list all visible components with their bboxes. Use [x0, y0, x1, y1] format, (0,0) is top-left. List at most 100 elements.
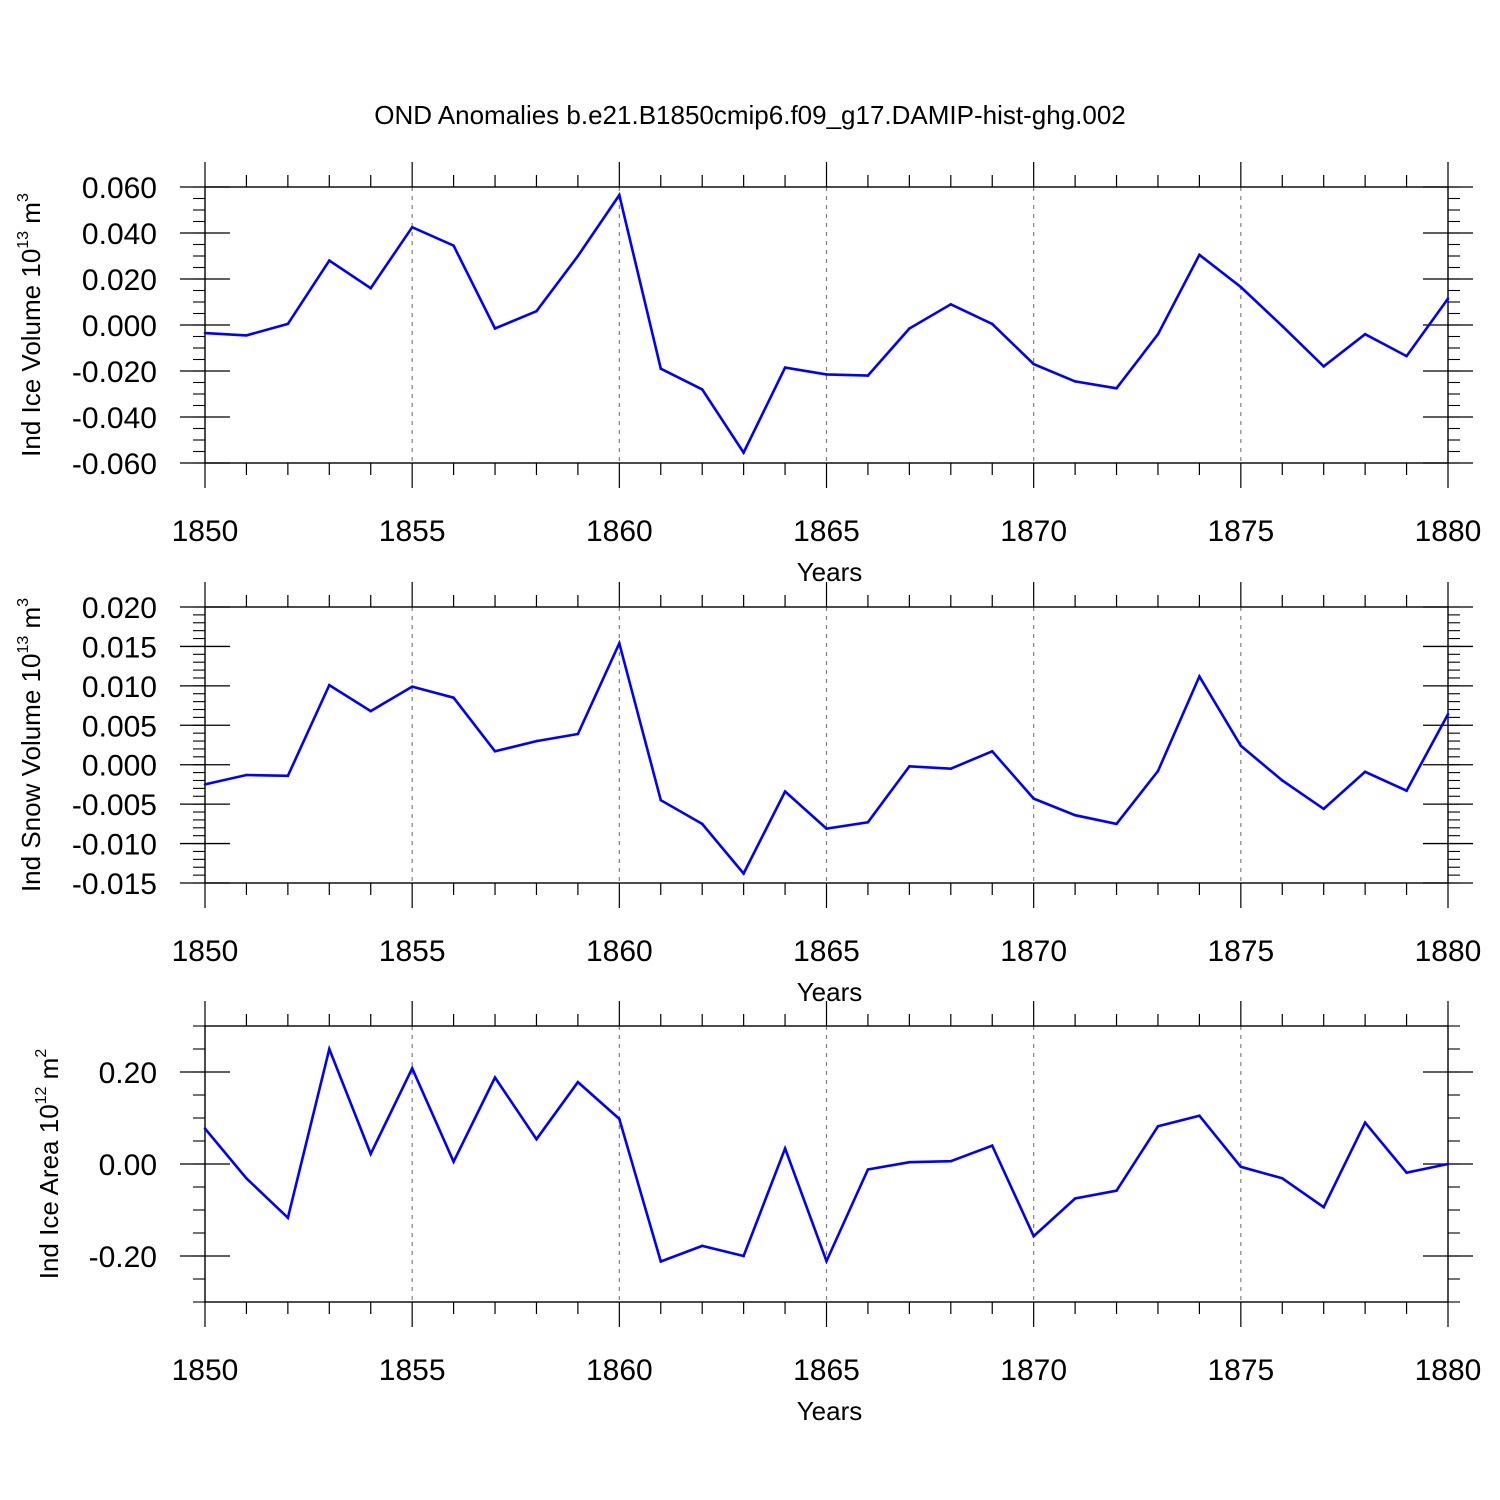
- x-tick-label: 1860: [586, 1354, 653, 1387]
- data-point: [659, 798, 663, 802]
- y-tick-label: -0.005: [72, 789, 157, 822]
- x-tick-label: 1860: [586, 935, 653, 968]
- data-point: [990, 750, 994, 753]
- x-tick-label: 1880: [1415, 935, 1482, 968]
- y-axis-title: Ind Ice Volume 1013 m3: [15, 193, 46, 457]
- data-point: [618, 1117, 621, 1121]
- data-point: [286, 774, 290, 778]
- data-point: [1405, 789, 1408, 793]
- x-tick-label: 1875: [1207, 1354, 1274, 1387]
- data-point: [742, 1254, 745, 1258]
- data-point: [700, 388, 704, 391]
- data-point: [452, 1160, 455, 1163]
- y-tick-label: 0.020: [82, 592, 157, 625]
- y-tick-label: 0.020: [82, 264, 157, 297]
- y-axis-title-prefix: Ind Ice Area 10: [34, 1104, 64, 1279]
- data-point: [783, 366, 787, 369]
- data-point: [576, 254, 580, 258]
- data-point: [1115, 1189, 1118, 1192]
- data-point: [1239, 1165, 1243, 1169]
- data-point: [245, 773, 248, 777]
- y-axis-title-unit: m: [16, 607, 46, 636]
- y-tick-label: -0.010: [72, 829, 157, 862]
- data-point: [1322, 365, 1325, 368]
- data-point: [493, 1076, 497, 1079]
- data-point: [783, 1147, 787, 1150]
- y-axis-title-exp: 13: [15, 231, 32, 249]
- x-tick-label: 1880: [1415, 515, 1482, 548]
- y-axis-title-prefix: Ind Ice Volume 10: [16, 249, 46, 457]
- data-point: [659, 1260, 663, 1263]
- data-point: [1363, 332, 1367, 336]
- data-point: [742, 872, 745, 875]
- data-point: [949, 767, 953, 770]
- x-axis-title: Years: [797, 557, 863, 587]
- y-axis-title-prefix: Ind Snow Volume 10: [16, 654, 46, 893]
- data-point: [659, 367, 663, 371]
- data-point: [618, 641, 621, 645]
- data-point: [908, 1160, 911, 1164]
- data-point: [1280, 1176, 1284, 1180]
- x-tick-label: 1860: [586, 515, 653, 548]
- x-tick-label: 1850: [172, 1354, 239, 1387]
- y-tick-label: -0.040: [72, 402, 157, 435]
- x-axis-title: Years: [797, 1396, 863, 1426]
- data-point: [535, 1137, 538, 1141]
- y-tick-label: -0.20: [89, 1241, 157, 1274]
- data-point: [452, 696, 455, 699]
- data-point: [1446, 297, 1450, 300]
- data-point: [1198, 675, 1201, 678]
- data-point: [328, 1047, 331, 1051]
- y-axis-title-unit: m: [34, 1058, 64, 1087]
- data-point: [1115, 822, 1118, 826]
- data-point: [1156, 1124, 1160, 1128]
- data-point: [535, 309, 538, 313]
- y-axis-title-exp: 13: [15, 636, 32, 654]
- data-point: [990, 322, 994, 326]
- data-point: [576, 1080, 580, 1084]
- data-point: [825, 1259, 828, 1263]
- data-point: [1405, 1171, 1408, 1175]
- y-tick-label: 0.010: [82, 671, 157, 704]
- y-tick-label: 0.015: [82, 631, 157, 664]
- data-point: [825, 373, 828, 376]
- data-point: [1198, 1114, 1201, 1117]
- data-point: [245, 334, 248, 337]
- data-point: [369, 709, 373, 713]
- y-axis-title-unit-exp: 3: [15, 193, 32, 202]
- data-point: [286, 1216, 290, 1220]
- x-tick-label: 1855: [379, 515, 446, 548]
- y-axis-title: Ind Snow Volume 1013 m3: [15, 598, 46, 892]
- data-point: [535, 739, 538, 743]
- y-tick-label: 0.060: [82, 172, 157, 205]
- data-point: [1239, 285, 1243, 289]
- data-point: [908, 327, 911, 330]
- y-tick-label: -0.020: [72, 356, 157, 389]
- data-point: [1280, 779, 1284, 782]
- data-point: [866, 820, 870, 824]
- data-point: [700, 1244, 704, 1248]
- data-point: [493, 750, 497, 753]
- data-point: [866, 1168, 870, 1171]
- panel-3: 0.20 0.00 -0.20 1850 1855 1860 1865 1870 1875 188…: [33, 1001, 1481, 1426]
- data-point: [866, 374, 870, 377]
- data-point: [1032, 797, 1035, 800]
- y-tick-label: 0.005: [82, 710, 157, 743]
- data-point: [328, 259, 331, 262]
- data-point: [1363, 770, 1367, 774]
- y-axis-title-unit-exp: 2: [33, 1049, 50, 1058]
- x-tick-label: 1865: [793, 515, 860, 548]
- data-point: [1322, 807, 1325, 811]
- data-point: [369, 1152, 373, 1156]
- x-tick-label: 1865: [793, 935, 860, 968]
- x-tick-label: 1865: [793, 1354, 860, 1387]
- x-axis-title: Years: [797, 977, 863, 1007]
- data-point: [245, 1176, 248, 1180]
- data-point: [618, 193, 621, 197]
- data-point: [949, 1159, 953, 1163]
- data-point: [1073, 1197, 1077, 1200]
- data-point: [203, 1127, 207, 1130]
- panel-1: 0.060 0.040 0.020 0.000 -0.020 -0.040 -0.060 18…: [15, 162, 1481, 587]
- x-tick-label: 1875: [1207, 515, 1274, 548]
